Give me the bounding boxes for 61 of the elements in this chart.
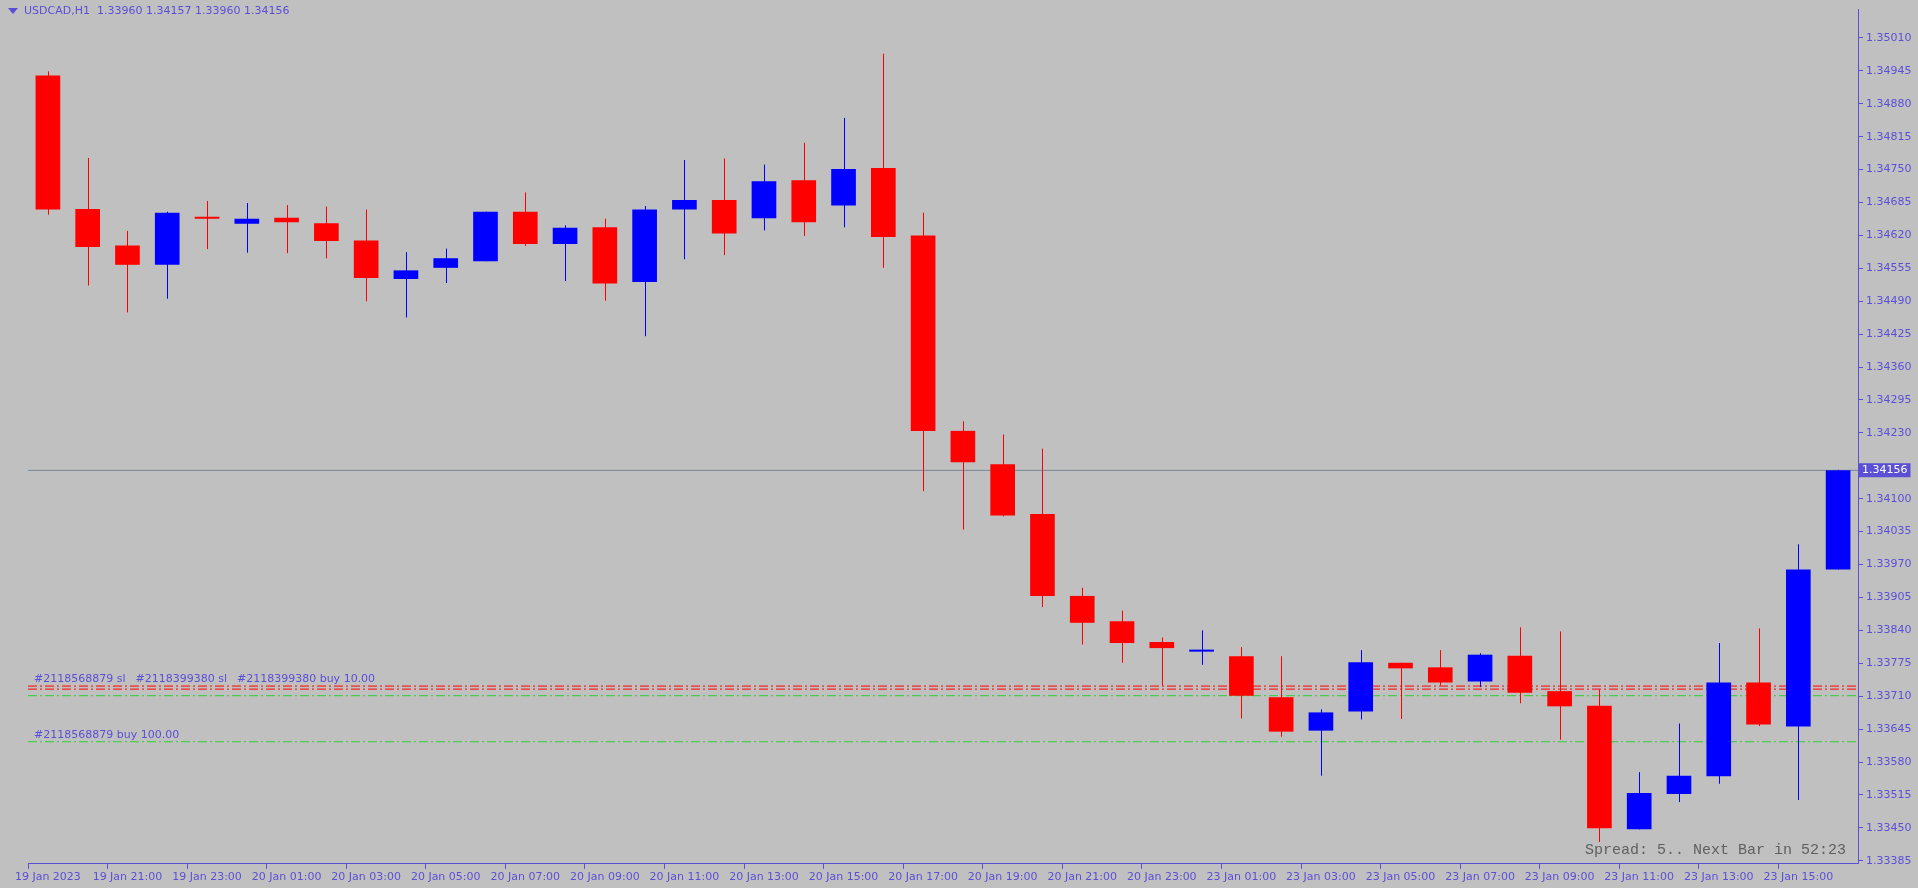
y-tick-label: 1.33970 (1866, 557, 1912, 571)
x-tick-label: 20 Jan 17:00 (888, 870, 958, 884)
x-tick-label: 23 Jan 05:00 (1365, 870, 1436, 884)
y-tick-label: 1.33450 (1866, 820, 1912, 834)
y-tick-label: 1.34295 (1866, 392, 1912, 406)
y-tick-label: 1.33840 (1866, 623, 1912, 637)
x-tick-label: 19 Jan 21:00 (92, 870, 163, 884)
x-tick-label: 20 Jan 09:00 (570, 870, 640, 884)
x-tick-label: 23 Jan 07:00 (1445, 870, 1515, 884)
x-tick-label: 20 Jan 21:00 (1047, 870, 1118, 884)
x-tick-label: 20 Jan 11:00 (649, 870, 720, 884)
candlestick (672, 159, 697, 260)
y-tick-label: 1.33580 (1866, 754, 1912, 768)
x-tick-label: 20 Jan 19:00 (967, 870, 1038, 884)
x-tick-label: 20 Jan 15:00 (808, 870, 879, 884)
x-tick-label: 19 Jan 23:00 (172, 870, 242, 884)
y-tick-label: 1.34945 (1866, 63, 1912, 77)
y-tick-label: 1.33515 (1866, 787, 1912, 801)
x-tick-label: 20 Jan 23:00 (1126, 870, 1197, 884)
x-tick-label: 20 Jan 07:00 (490, 870, 561, 884)
x-tick-label: 20 Jan 05:00 (410, 870, 481, 884)
y-tick-label: 1.34555 (1866, 261, 1912, 275)
x-tick-label: 20 Jan 03:00 (331, 870, 401, 884)
x-tick-label: 23 Jan 09:00 (1524, 870, 1595, 884)
x-tick-label: 23 Jan 11:00 (1604, 870, 1675, 884)
y-tick-label: 1.34230 (1866, 425, 1912, 439)
annotation: Spread: 5.. Next Bar in 52:23 (1584, 842, 1846, 860)
y-tick-label: 1.34425 (1866, 327, 1912, 341)
candlestick (194, 200, 220, 250)
y-tick-label: 1.35010 (1866, 30, 1912, 44)
x-tick-label: 20 Jan 13:00 (729, 870, 799, 884)
y-tick-label: 1.34620 (1866, 228, 1912, 242)
x-tick-label: 23 Jan 01:00 (1206, 870, 1277, 884)
candlestick (234, 202, 260, 254)
ref-line-label: 1.34156 (1862, 463, 1908, 477)
chart-title: USDCAD,H1 (24, 4, 90, 17)
ref-line-label: #2118568879 sl (34, 672, 126, 686)
x-tick-label: 19 Jan 2023 (14, 870, 81, 884)
x-tick-label: 23 Jan 13:00 (1683, 870, 1754, 884)
x-tick-label: 23 Jan 15:00 (1763, 870, 1834, 884)
y-tick-label: 1.34880 (1866, 96, 1912, 110)
y-tick-label: 1.33645 (1866, 721, 1912, 735)
x-tick-label: 23 Jan 03:00 (1286, 870, 1356, 884)
y-tick-label: 1.33775 (1866, 656, 1912, 670)
y-tick-label: 1.33385 (1866, 853, 1912, 867)
ref-line-label: #2118399380 buy 10.00 (236, 672, 376, 686)
y-tick-label: 1.34490 (1866, 294, 1912, 308)
y-tick-label: 1.34685 (1866, 195, 1912, 209)
y-tick-label: 1.34035 (1866, 524, 1912, 538)
chart-subtitle: 1.33960 1.34157 1.33960 1.34156 (95, 4, 290, 17)
y-tick-label: 1.33905 (1866, 590, 1912, 604)
y-tick-label: 1.33710 (1866, 689, 1912, 703)
y-tick-label: 1.34100 (1866, 491, 1912, 505)
candlestick (1189, 629, 1214, 666)
y-tick-label: 1.34750 (1866, 162, 1912, 176)
y-tick-label: 1.34815 (1866, 129, 1912, 143)
x-tick-label: 20 Jan 01:00 (251, 870, 322, 884)
ref-line-label: #2118568879 buy 100.00 (34, 728, 180, 742)
candlestick (393, 251, 419, 318)
y-tick-label: 1.34360 (1866, 359, 1912, 373)
ref-line-label: #2118399380 sl (135, 672, 227, 686)
